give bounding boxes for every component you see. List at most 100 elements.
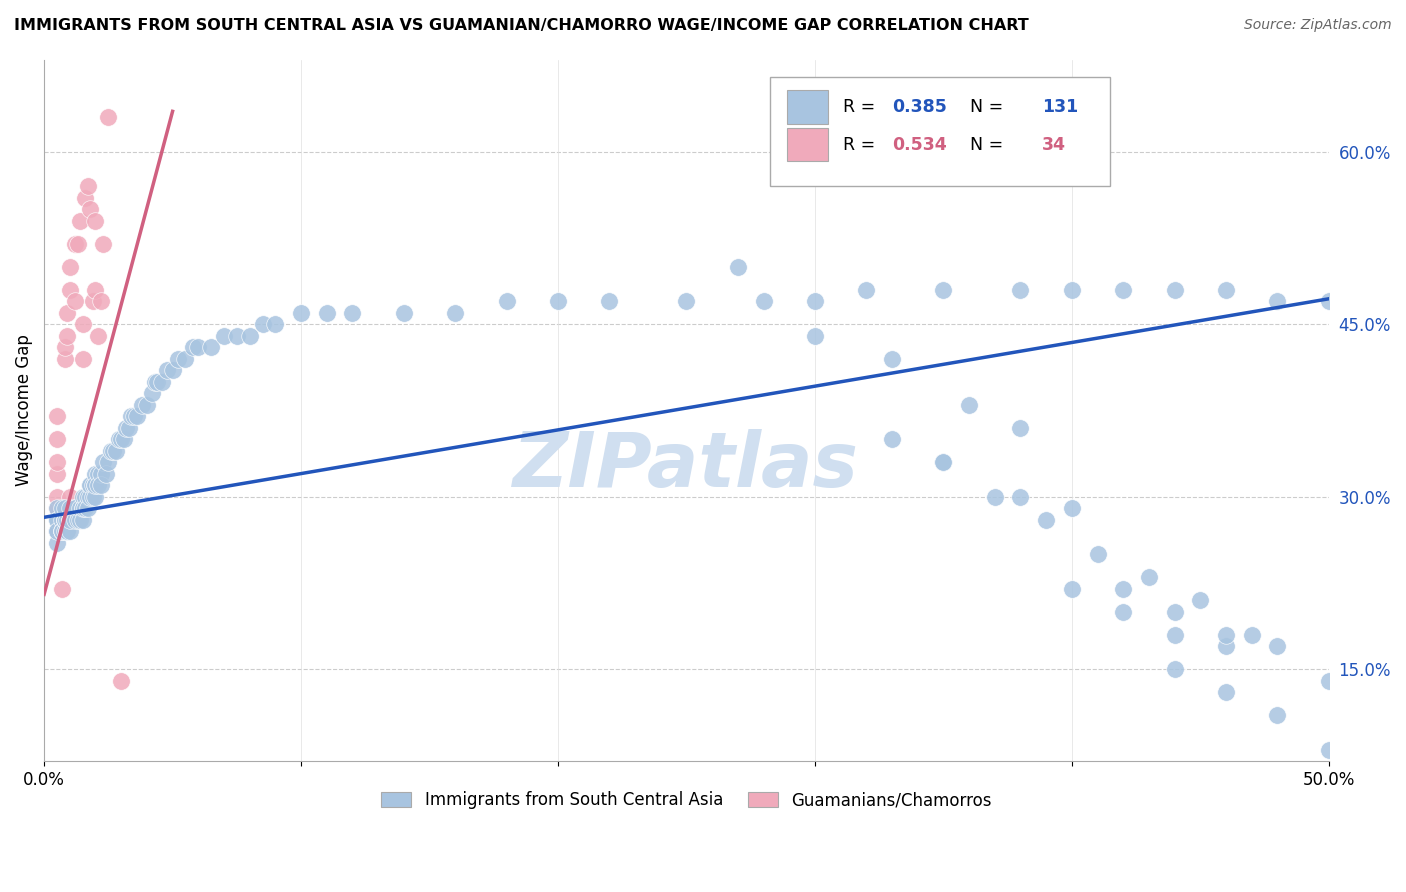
Point xyxy=(59,501,82,516)
Text: R =: R = xyxy=(844,98,882,116)
Point xyxy=(984,490,1007,504)
Point xyxy=(75,191,97,205)
Point xyxy=(932,455,955,469)
Point xyxy=(46,524,69,538)
Point xyxy=(212,328,235,343)
Point xyxy=(252,317,274,331)
Point xyxy=(598,294,620,309)
Point xyxy=(100,443,122,458)
Point xyxy=(76,179,98,194)
Point xyxy=(90,467,112,481)
Point xyxy=(880,432,903,446)
Point xyxy=(131,398,153,412)
Point xyxy=(82,490,104,504)
Point xyxy=(1163,605,1185,619)
Point xyxy=(1010,490,1032,504)
Point xyxy=(932,455,955,469)
Point xyxy=(69,512,91,526)
Point xyxy=(59,512,82,526)
Point xyxy=(1240,627,1263,641)
FancyBboxPatch shape xyxy=(770,77,1111,186)
Point xyxy=(932,283,955,297)
Point xyxy=(143,375,166,389)
Point xyxy=(1163,662,1185,676)
Point xyxy=(97,455,120,469)
Point xyxy=(87,467,110,481)
Point xyxy=(1317,742,1340,756)
Point xyxy=(1215,685,1237,699)
Point xyxy=(46,512,69,526)
Point xyxy=(46,512,69,526)
Point xyxy=(156,363,179,377)
Point xyxy=(122,409,145,423)
Point xyxy=(51,524,73,538)
Point xyxy=(72,501,94,516)
Point xyxy=(72,490,94,504)
Point xyxy=(1035,512,1057,526)
Point xyxy=(51,512,73,526)
Point xyxy=(46,524,69,538)
Point xyxy=(1060,582,1083,596)
Point xyxy=(675,294,697,309)
Point xyxy=(63,512,86,526)
Text: Source: ZipAtlas.com: Source: ZipAtlas.com xyxy=(1244,18,1392,32)
Point xyxy=(53,501,76,516)
Point xyxy=(53,512,76,526)
Point xyxy=(84,478,107,492)
Point xyxy=(51,512,73,526)
Point xyxy=(46,490,69,504)
Point xyxy=(1010,420,1032,434)
Point xyxy=(46,432,69,446)
Point xyxy=(90,294,112,309)
Point xyxy=(1112,283,1135,297)
Point xyxy=(1060,501,1083,516)
Point xyxy=(146,375,169,389)
Point xyxy=(107,432,129,446)
Point xyxy=(174,351,197,366)
Point xyxy=(56,305,79,319)
Point xyxy=(87,478,110,492)
Point xyxy=(1267,708,1289,723)
Point xyxy=(59,512,82,526)
Point xyxy=(1317,673,1340,688)
Point xyxy=(118,420,141,434)
Point xyxy=(125,409,148,423)
Point xyxy=(63,501,86,516)
Point xyxy=(727,260,749,274)
Point xyxy=(51,501,73,516)
Point xyxy=(72,512,94,526)
Text: 131: 131 xyxy=(1042,98,1078,116)
Point xyxy=(1317,294,1340,309)
Point xyxy=(79,202,101,216)
Point xyxy=(72,501,94,516)
Point xyxy=(1267,294,1289,309)
Text: N =: N = xyxy=(959,98,1008,116)
Point xyxy=(53,351,76,366)
Point xyxy=(1087,547,1109,561)
Point xyxy=(84,213,107,227)
Point xyxy=(880,351,903,366)
Y-axis label: Wage/Income Gap: Wage/Income Gap xyxy=(15,334,32,486)
Point xyxy=(63,294,86,309)
Text: 34: 34 xyxy=(1042,136,1066,154)
Point xyxy=(59,260,82,274)
Point xyxy=(495,294,517,309)
Point xyxy=(56,524,79,538)
Text: 0.534: 0.534 xyxy=(891,136,946,154)
Point xyxy=(264,317,287,331)
Point xyxy=(166,351,188,366)
Point xyxy=(51,582,73,596)
Point xyxy=(1215,627,1237,641)
Point xyxy=(1137,570,1160,584)
Point xyxy=(103,443,125,458)
Point xyxy=(53,512,76,526)
Point xyxy=(66,236,89,251)
Point xyxy=(69,501,91,516)
Point xyxy=(804,328,827,343)
Point xyxy=(110,673,132,688)
Point xyxy=(56,512,79,526)
Point xyxy=(46,535,69,549)
Point xyxy=(46,501,69,516)
Point xyxy=(76,490,98,504)
Point xyxy=(72,317,94,331)
